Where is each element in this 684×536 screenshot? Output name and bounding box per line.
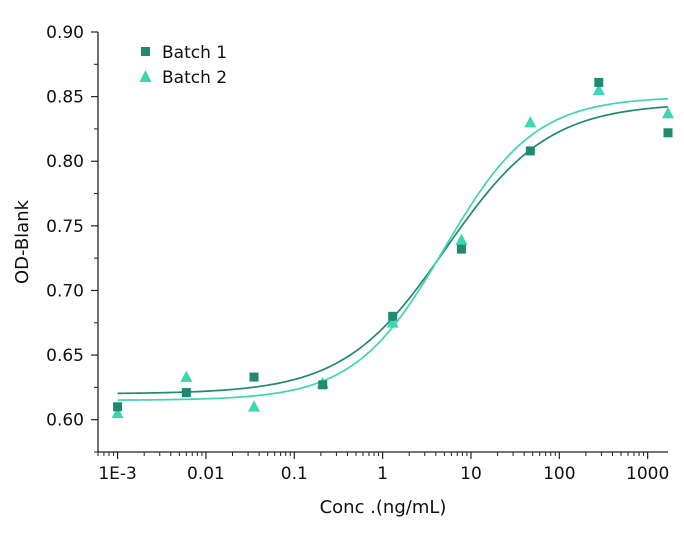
- data-point-batch-1: [249, 372, 259, 382]
- data-point-batch-1: [388, 311, 398, 321]
- data-point-batch-2: [592, 83, 605, 96]
- data-point-batch-2: [386, 316, 399, 328]
- fit-curve-1: [117, 105, 669, 395]
- legend-marker-batch-1: [141, 47, 150, 56]
- legend: Batch 1 Batch 2: [139, 43, 227, 88]
- x-tick-label: 1: [377, 464, 388, 484]
- y-tick-label: 0.70: [46, 281, 84, 301]
- data-point-batch-2: [248, 400, 261, 412]
- y-tick-label: 0.85: [46, 88, 84, 108]
- data-point-batch-2: [455, 233, 468, 245]
- y-tick-label: 0.65: [46, 346, 84, 366]
- data-point-batch-1: [663, 128, 673, 138]
- x-axis-label: Conc .(ng/mL): [320, 497, 447, 518]
- y-tick-label: 0.60: [46, 411, 84, 431]
- legend-label-batch-2: Batch 2: [162, 68, 227, 88]
- data-point-batch-1: [456, 244, 466, 254]
- data-point-batch-1: [113, 402, 123, 412]
- data-point-batch-1: [525, 146, 535, 156]
- legend-label-batch-1: Batch 1: [162, 43, 227, 63]
- data-point-batch-2: [111, 406, 124, 419]
- x-ticks: 1E-3 0.01 0.1 1 10 100 1000: [97, 452, 669, 484]
- fit-curves: [117, 97, 669, 401]
- data-point-batch-1: [318, 380, 328, 390]
- data-point-batch-1: [181, 388, 191, 398]
- x-tick-label: 1000: [626, 464, 669, 484]
- y-tick-label: 0.75: [46, 217, 84, 237]
- y-tick-label: 0.90: [46, 23, 84, 43]
- data-point-batch-2: [524, 115, 537, 128]
- data-point-batch-2: [662, 106, 674, 119]
- data-point-batch-2: [180, 370, 193, 382]
- x-tick-label: 0.1: [281, 464, 308, 484]
- x-tick-label: 0.01: [187, 464, 225, 484]
- data-points: [111, 77, 674, 419]
- data-point-batch-1: [594, 77, 604, 87]
- x-tick-label: 100: [543, 464, 575, 484]
- y-ticks: 0.60 0.65 0.70 0.75 0.80 0.85 0.90: [46, 23, 98, 453]
- x-tick-label: 10: [460, 464, 482, 484]
- y-tick-label: 0.80: [46, 152, 84, 172]
- legend-marker-batch-2: [139, 70, 152, 82]
- fit-curve-2: [117, 97, 669, 401]
- y-axis-label: OD-Blank: [12, 199, 33, 284]
- x-tick-label: 1E-3: [98, 464, 137, 484]
